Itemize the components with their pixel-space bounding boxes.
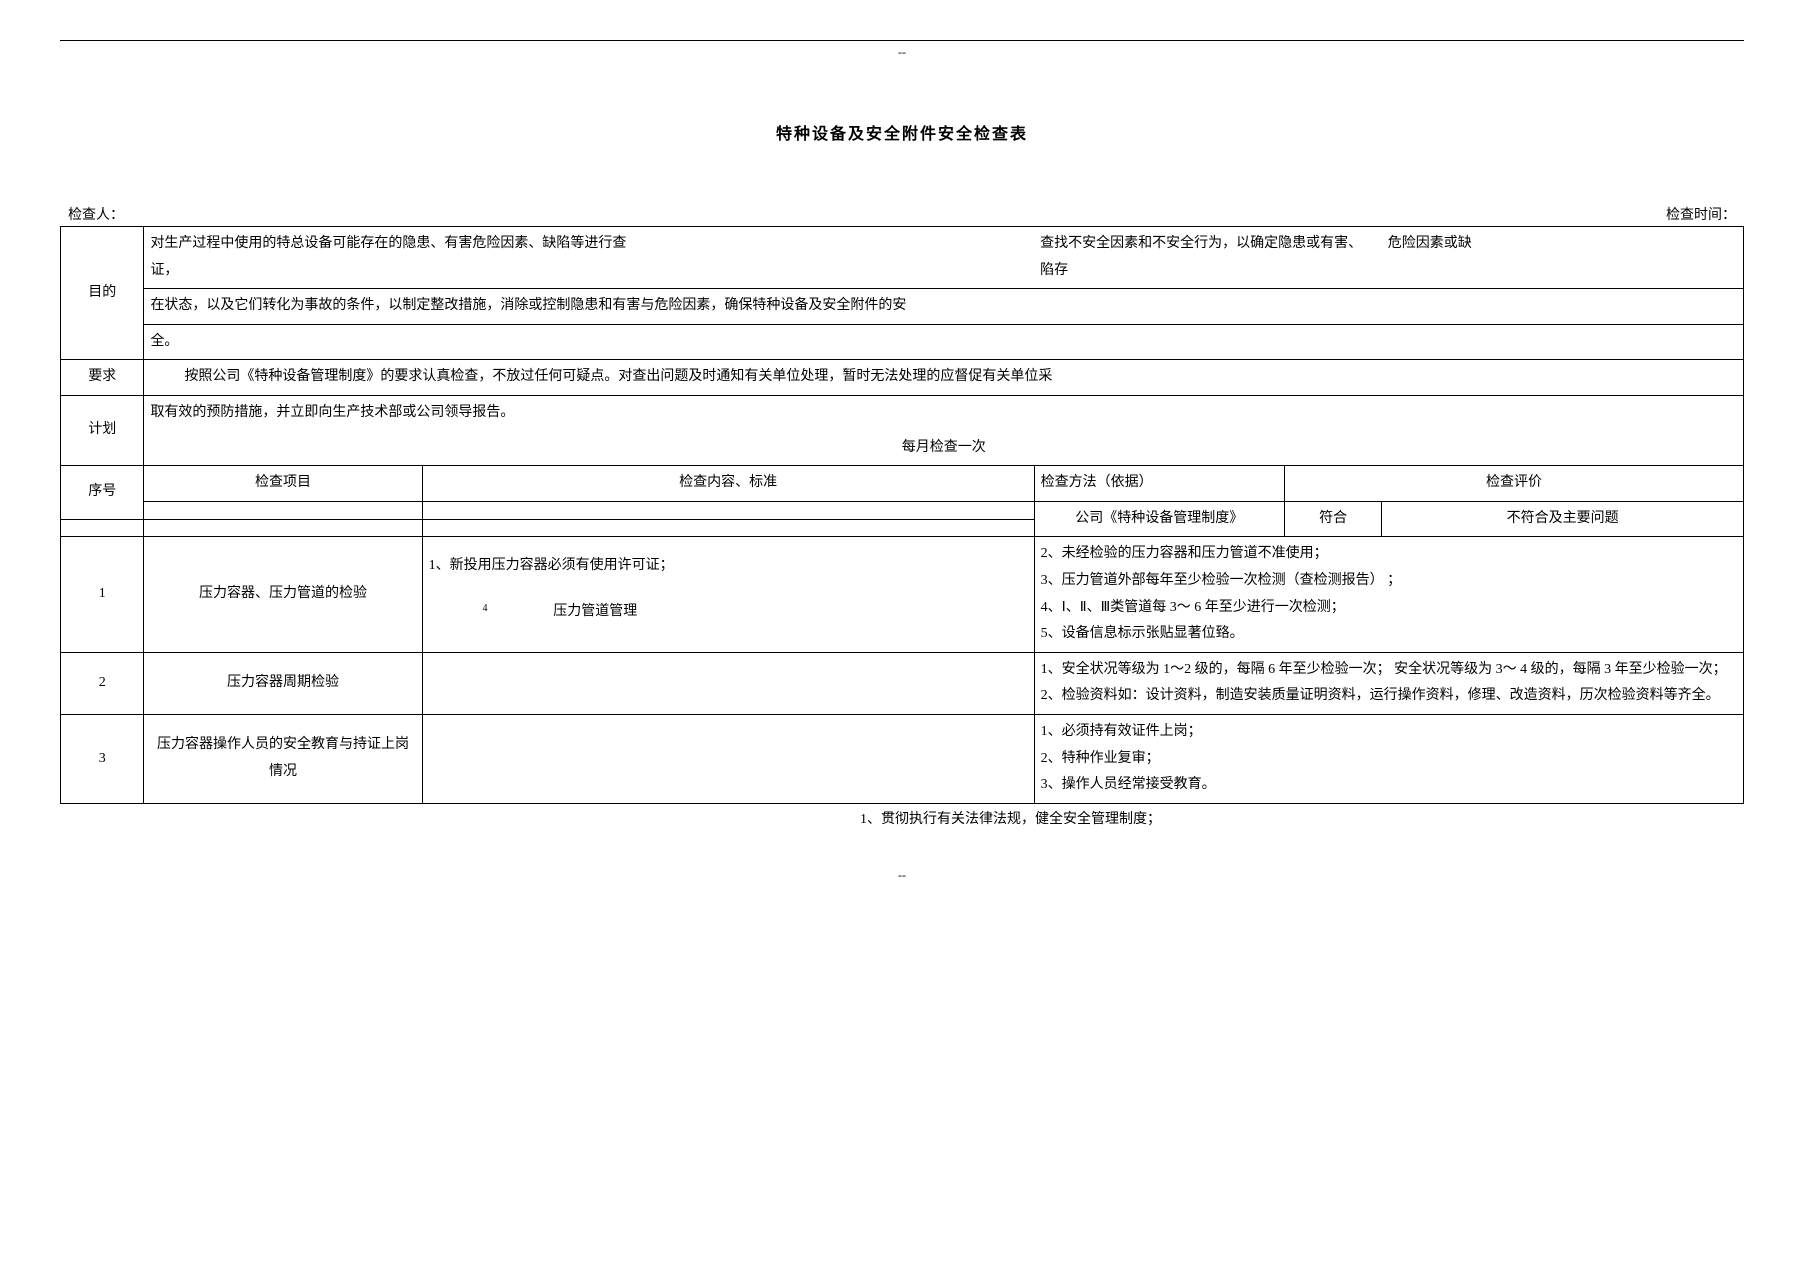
require-text1: 按照公司《特种设备管理制度》的要求认真检查，不放过任何可疑点。对查出问题及时通知… bbox=[144, 360, 1744, 396]
col-item: 检查项目 bbox=[144, 466, 422, 502]
purpose-label: 目的 bbox=[61, 227, 144, 360]
seq-header: 序号 bbox=[61, 466, 144, 519]
col-method: 检查方法（依据） bbox=[1034, 466, 1284, 502]
row3-num: 3 bbox=[61, 714, 144, 803]
purpose-1c: 查找不安全因素和不安全行为，以确定隐患或有害、 bbox=[1040, 231, 1376, 258]
col-content: 检查内容、标准 bbox=[422, 466, 1034, 502]
purpose-1e: 陷存 bbox=[1040, 258, 1376, 285]
time-label: 检查时间： bbox=[1666, 204, 1736, 224]
top-dash: -- bbox=[60, 45, 1744, 60]
plan-label: 计划 bbox=[61, 395, 144, 465]
row1-right: 2、未经检验的压力容器和压力管道不准使用； 3、压力管道外部每年至少检验一次检测… bbox=[1034, 537, 1743, 652]
row1-num: 1 bbox=[61, 537, 144, 652]
row3-right: 1、必须持有效证件上岗； 2、特种作业复审； 3、操作人员经常接受教育。 bbox=[1034, 714, 1743, 803]
main-table: 目的 对生产过程中使用的特总设备可能存在的隐患、有害危险因素、缺陷等进行查 证，… bbox=[60, 226, 1744, 804]
row2-right: 1、安全状况等级为 1～2 级的，每隔 6 年至少检验一次； 安全状况等级为 3… bbox=[1034, 652, 1743, 714]
row4-right: 1、贯彻执行有关法律法规，健全安全管理制度； bbox=[860, 808, 1744, 828]
row1-content2: 压力管道管理 bbox=[547, 595, 1034, 653]
foot-dash: -- bbox=[60, 868, 1744, 883]
inspector-label: 检查人： bbox=[68, 204, 124, 224]
row1-content1: 1、新投用压力容器必须有使用许可证； bbox=[422, 537, 1034, 595]
row2-item: 压力容器周期检验 bbox=[144, 652, 422, 714]
purpose-1b: 证， bbox=[150, 258, 1028, 285]
col-conform: 符合 bbox=[1284, 501, 1381, 537]
doc-title: 特种设备及安全附件安全检查表 bbox=[60, 120, 1744, 144]
purpose-3: 全。 bbox=[144, 324, 1744, 360]
method-text: 公司《特种设备管理制度》 bbox=[1034, 501, 1284, 537]
row1-subnum: 4 bbox=[422, 595, 547, 653]
purpose-1a: 对生产过程中使用的特总设备可能存在的隐患、有害危险因素、缺陷等进行查 bbox=[150, 231, 1028, 258]
purpose-2: 在状态，以及它们转化为事故的条件，以制定整改措施，消除或控制隐患和有害与危险因素… bbox=[144, 289, 1744, 325]
row2-num: 2 bbox=[61, 652, 144, 714]
col-eval: 检查评价 bbox=[1284, 466, 1743, 502]
require-text2: 取有效的预防措施，并立即向生产技术部或公司领导报告。 bbox=[144, 395, 1744, 430]
col-nonconform: 不符合及主要问题 bbox=[1382, 501, 1744, 537]
plan-text: 每月检查一次 bbox=[144, 431, 1744, 466]
row3-item: 压力容器操作人员的安全教育与持证上岗情况 bbox=[144, 714, 422, 803]
row1-item: 压力容器、压力管道的检验 bbox=[144, 537, 422, 652]
require-label: 要求 bbox=[61, 360, 144, 396]
purpose-1d: 危险因素或缺 bbox=[1388, 231, 1737, 258]
